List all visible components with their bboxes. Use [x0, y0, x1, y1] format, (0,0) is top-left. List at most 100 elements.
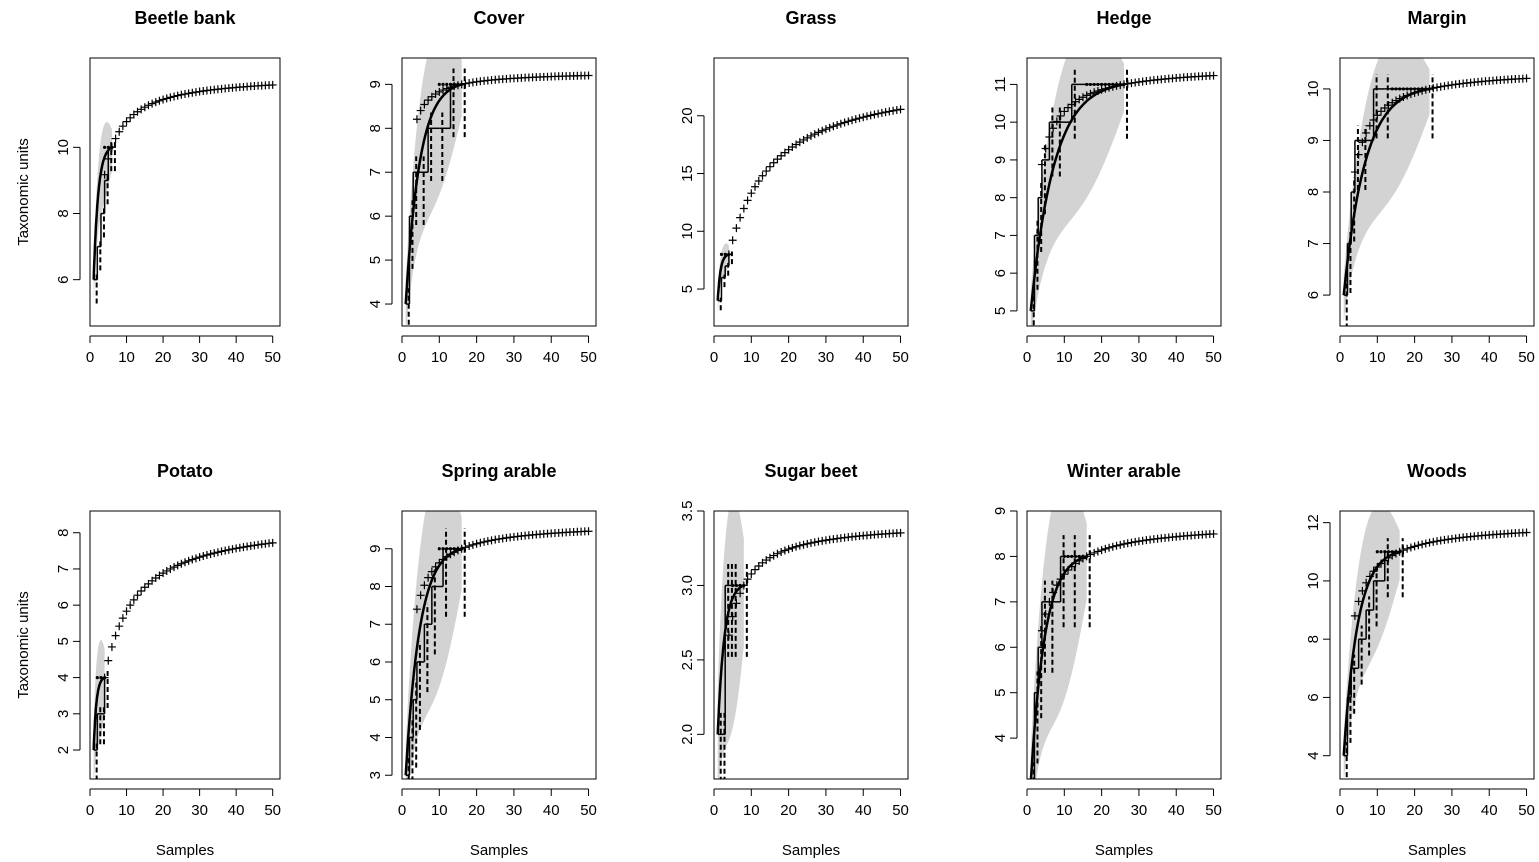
extrapolated-point: [1425, 538, 1434, 547]
extrapolated-point: [1369, 567, 1378, 576]
x-tick-label: 20: [1406, 802, 1423, 819]
x-axis-label: Samples: [782, 842, 840, 859]
extrapolated-point: [104, 656, 113, 665]
extrapolated-point: [1377, 107, 1386, 116]
observed-step-curve: [93, 668, 109, 779]
extrapolated-point: [111, 134, 120, 143]
extrapolated-point: [144, 101, 153, 110]
panel-potato: Potato 0 10 20 30 40 50 2 3 4 5 6 7 8 Taxonomic units S…: [15, 461, 281, 859]
extrapolated-point: [1041, 144, 1050, 153]
extrapolated-point: [1116, 81, 1125, 90]
y-axis: 4 6 8 10 12: [1305, 514, 1331, 760]
observed-point: [1390, 87, 1394, 91]
extrapolated-point: [137, 586, 146, 595]
extrapolated-point: [1112, 81, 1121, 90]
observed-point: [1394, 87, 1398, 91]
extrapolated-point: [1093, 547, 1102, 556]
observed-point: [1088, 82, 1093, 87]
panel-sugar-beet: Sugar beet 0 10 20 30 40 50 2.0 2.5 3.0 3.5 Samples: [679, 461, 909, 859]
extrapolated-point: [416, 106, 425, 115]
extrapolated-point: [859, 113, 868, 122]
x-tick-label: 40: [1481, 349, 1498, 366]
plot-frame: [401, 510, 597, 780]
extrapolated-point: [435, 558, 444, 567]
observed-point: [1386, 550, 1391, 554]
x-tick-label: 10: [1369, 802, 1386, 819]
panel-hedge: Hedge 0 10 20 30 40 50 5 6 7 8 9 10 11: [992, 8, 1222, 366]
extrapolated-point: [1045, 597, 1054, 606]
y-tick-label: 6: [992, 643, 1009, 651]
extrapolated-point: [870, 110, 879, 119]
x-tick-label: 30: [818, 349, 835, 366]
extrapolated-point: [416, 591, 425, 600]
extrapolated-point: [122, 117, 131, 126]
extrapolated-point: [784, 545, 793, 554]
panel-title: Spring arable: [441, 461, 556, 481]
extrapolated-point: [1421, 85, 1430, 94]
panel-title: Beetle bank: [134, 8, 236, 28]
extrapolation-markers: [1037, 529, 1218, 635]
y-tick-label: 8: [992, 552, 1009, 560]
observed-point: [437, 547, 441, 551]
extrapolated-point: [1120, 540, 1128, 549]
extrapolated-point: [162, 94, 171, 103]
extrapolated-point: [465, 542, 474, 550]
observed-point: [448, 547, 453, 551]
extrapolated-point: [814, 537, 823, 546]
extrapolated-point: [191, 554, 200, 563]
extrapolated-point: [166, 564, 175, 573]
y-tick-label: 3: [367, 771, 384, 779]
extrapolated-point: [431, 562, 440, 571]
extrapolated-point: [427, 567, 436, 576]
extrapolated-point: [1399, 546, 1408, 555]
x-tick-label: 0: [1023, 802, 1031, 819]
extrapolated-point: [1112, 541, 1121, 550]
plot-area: [1029, 58, 1218, 326]
extrapolated-point: [173, 561, 182, 570]
x-tick-label: 40: [855, 802, 872, 819]
extrapolated-point: [1097, 546, 1106, 555]
extrapolated-point: [1373, 563, 1382, 572]
x-tick-label: 20: [155, 349, 172, 366]
extrapolated-point: [1391, 96, 1400, 105]
x-tick-label: 50: [1205, 802, 1222, 819]
extrapolated-point: [461, 543, 470, 552]
extrapolated-point: [453, 81, 462, 90]
extrapolated-point: [1429, 84, 1438, 93]
plot-frame: [89, 510, 281, 780]
extrapolated-point: [1064, 566, 1073, 575]
y-tick-label: 3: [55, 710, 72, 718]
extrapolated-point: [1418, 86, 1427, 95]
extrapolated-point: [472, 539, 481, 548]
extrapolated-point: [195, 553, 204, 562]
extrapolated-point: [877, 108, 886, 117]
y-tick-label: 7: [1305, 239, 1322, 247]
y-tick-label: 8: [1305, 635, 1322, 643]
extrapolated-point: [739, 581, 748, 590]
extrapolated-point: [769, 551, 778, 560]
extrapolated-point: [184, 89, 193, 98]
extrapolated-point: [814, 128, 823, 137]
x-axis-label: Samples: [156, 842, 214, 859]
extrapolated-point: [483, 537, 492, 546]
observed-point: [1383, 550, 1387, 554]
x-tick-label: 30: [506, 349, 523, 366]
extrapolated-point: [747, 569, 756, 578]
extrapolated-point: [862, 112, 871, 121]
extrapolated-point: [1403, 91, 1412, 100]
x-tick-label: 10: [118, 349, 135, 366]
y-tick-label: 7: [55, 565, 72, 573]
extrapolated-point: [480, 537, 489, 546]
observed-point: [1092, 82, 1096, 87]
x-axis-label: Samples: [1408, 842, 1466, 859]
y-tick-label: 6: [367, 658, 384, 666]
extrapolated-point: [491, 535, 500, 544]
extrapolated-point: [159, 95, 168, 104]
observed-point: [731, 583, 735, 588]
observed-point: [1401, 87, 1406, 91]
y-axis: 2.0 2.5 3.0 3.5: [679, 501, 705, 745]
extrapolated-point: [1101, 544, 1110, 553]
extrapolated-point: [1209, 71, 1218, 80]
extrapolated-point: [453, 546, 462, 555]
plot-frame: [401, 57, 597, 327]
